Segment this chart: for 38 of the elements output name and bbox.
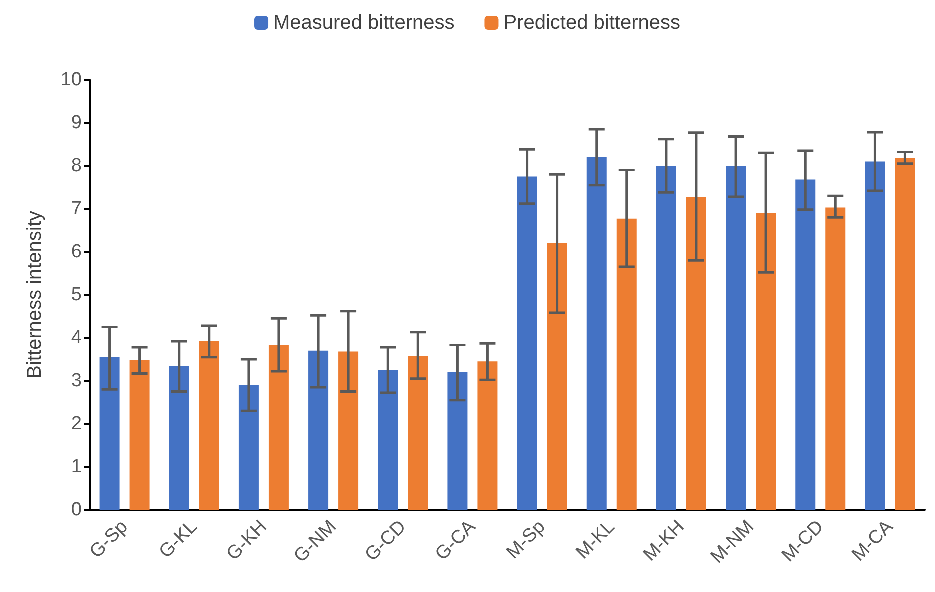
bar	[726, 166, 746, 510]
bar	[338, 352, 359, 510]
y-tick-label: 3	[71, 370, 82, 392]
legend-label: Predicted bitterness	[504, 12, 680, 34]
y-tick-label: 8	[71, 156, 82, 176]
y-tick-label: 9	[71, 112, 82, 134]
y-tick-label: 0	[71, 500, 82, 520]
y-tick-label: 6	[71, 242, 82, 262]
bar	[895, 158, 916, 510]
bar	[656, 166, 676, 510]
bar	[826, 208, 846, 510]
y-tick-label: 7	[71, 198, 82, 220]
legend-label: Measured bitterness	[274, 12, 455, 34]
bar	[199, 341, 220, 510]
bar	[268, 345, 289, 510]
bar	[308, 350, 329, 510]
y-tick-label: 5	[71, 284, 82, 306]
bar	[686, 196, 706, 510]
bar	[517, 176, 538, 510]
y-tick-label: 1	[71, 456, 82, 478]
bar	[796, 180, 816, 510]
bar	[408, 356, 428, 510]
bar	[169, 366, 190, 510]
bar	[547, 243, 568, 510]
bar	[586, 157, 607, 510]
y-tick-label: 4	[71, 328, 82, 348]
y-axis-title: Bitterness intensity	[24, 211, 46, 379]
y-tick-label: 2	[71, 414, 82, 434]
bar	[865, 162, 886, 510]
y-tick-label: 10	[60, 70, 82, 90]
bar	[478, 362, 498, 510]
bar	[756, 213, 776, 510]
bar	[238, 385, 259, 510]
bar	[100, 357, 120, 510]
bar	[378, 370, 398, 510]
bar	[616, 218, 637, 510]
bar	[130, 360, 150, 510]
bar	[448, 372, 468, 510]
